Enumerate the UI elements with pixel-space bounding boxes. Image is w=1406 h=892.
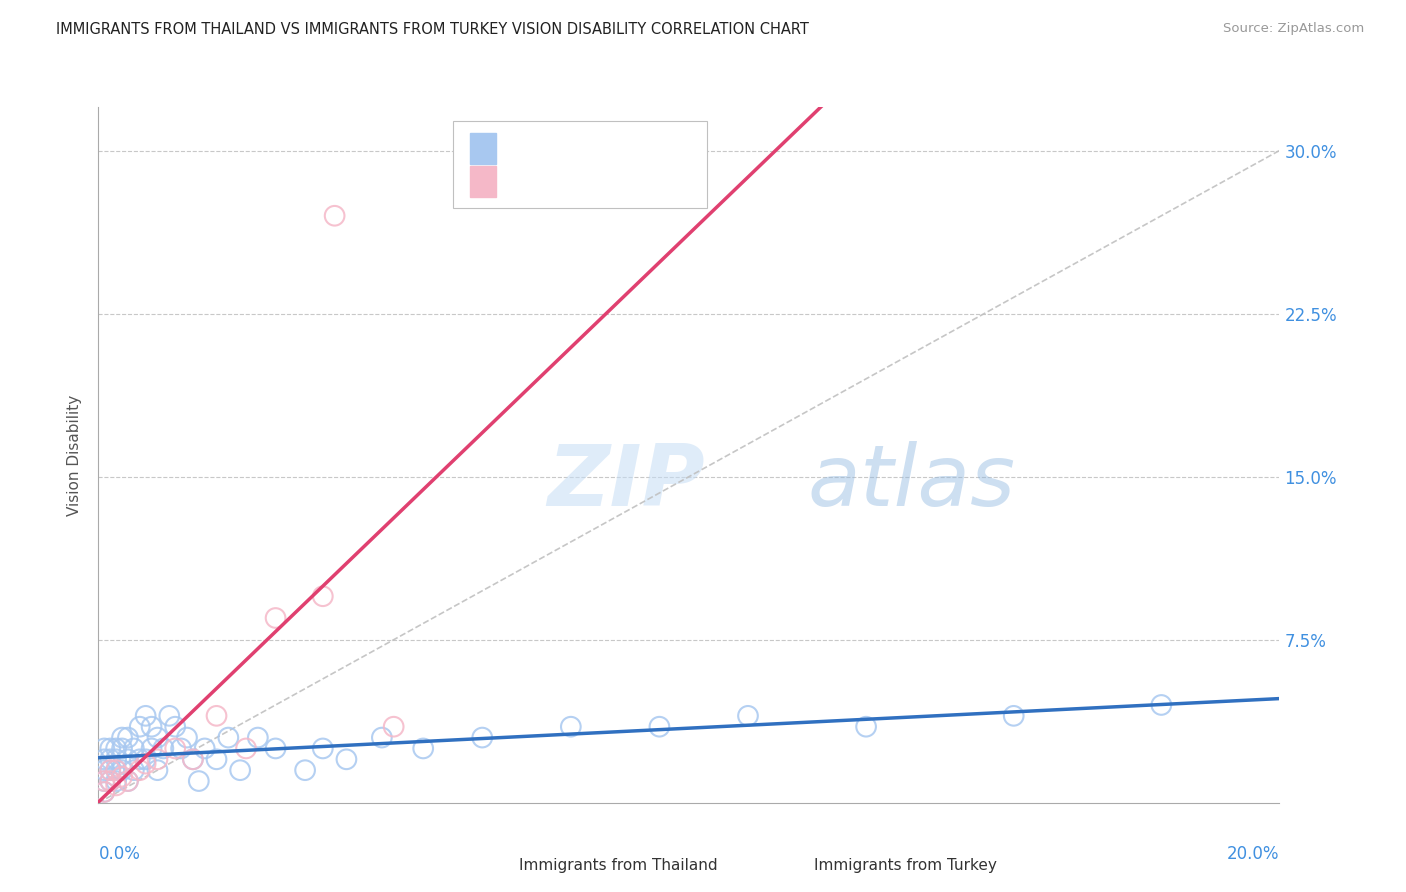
Text: 0.387: 0.387	[544, 141, 588, 156]
Point	[323, 209, 346, 223]
Point	[205, 752, 228, 766]
Point	[93, 752, 115, 766]
Text: IMMIGRANTS FROM THAILAND VS IMMIGRANTS FROM TURKEY VISION DISABILITY CORRELATION: IMMIGRANTS FROM THAILAND VS IMMIGRANTS F…	[56, 22, 808, 37]
Text: N =: N =	[600, 174, 634, 189]
Point	[335, 752, 357, 766]
Point	[371, 731, 394, 745]
Point	[737, 708, 759, 723]
Point	[135, 708, 157, 723]
Text: Immigrants from Thailand: Immigrants from Thailand	[519, 858, 717, 873]
Point	[93, 741, 115, 756]
Point	[176, 731, 198, 745]
Point	[181, 752, 204, 766]
Point	[187, 774, 209, 789]
Point	[111, 731, 134, 745]
Point	[122, 741, 145, 756]
Y-axis label: Vision Disability: Vision Disability	[67, 394, 83, 516]
Point	[135, 756, 157, 771]
FancyBboxPatch shape	[471, 133, 496, 164]
FancyBboxPatch shape	[783, 850, 807, 880]
FancyBboxPatch shape	[488, 850, 512, 880]
Point	[152, 741, 174, 756]
Point	[98, 763, 121, 777]
Point	[235, 741, 257, 756]
Point	[117, 752, 139, 766]
Point	[855, 720, 877, 734]
Point	[141, 720, 163, 734]
Text: ZIP: ZIP	[547, 442, 704, 524]
Text: N =: N =	[600, 141, 634, 156]
Text: 20.0%: 20.0%	[1227, 845, 1279, 863]
Point	[146, 752, 169, 766]
Text: 0.0%: 0.0%	[98, 845, 141, 863]
Point	[128, 763, 150, 777]
Point	[312, 741, 335, 756]
FancyBboxPatch shape	[453, 121, 707, 208]
Text: 19: 19	[638, 174, 658, 189]
Point	[105, 774, 128, 789]
Point	[105, 763, 128, 777]
Point	[98, 752, 121, 766]
Point	[93, 774, 115, 789]
Point	[135, 752, 157, 766]
Point	[141, 741, 163, 756]
Text: 0.608: 0.608	[544, 174, 588, 189]
Point	[93, 785, 115, 799]
Point	[312, 589, 335, 603]
Point	[117, 774, 139, 789]
Point	[105, 763, 128, 777]
Point	[294, 763, 316, 777]
Point	[560, 720, 582, 734]
Point	[122, 763, 145, 777]
Text: atlas: atlas	[807, 442, 1015, 524]
Point	[98, 763, 121, 777]
Point	[117, 774, 139, 789]
Point	[170, 741, 193, 756]
Point	[105, 741, 128, 756]
Text: Source: ZipAtlas.com: Source: ZipAtlas.com	[1223, 22, 1364, 36]
Point	[98, 774, 121, 789]
Point	[181, 752, 204, 766]
Point	[382, 720, 405, 734]
Point	[1002, 708, 1025, 723]
Point	[105, 778, 128, 792]
Point	[648, 720, 671, 734]
Point	[471, 731, 494, 745]
Text: Immigrants from Turkey: Immigrants from Turkey	[814, 858, 997, 873]
Text: 54: 54	[638, 141, 658, 156]
Point	[246, 731, 269, 745]
Point	[264, 611, 287, 625]
Point	[98, 774, 121, 789]
Point	[165, 741, 187, 756]
Text: R =: R =	[506, 141, 538, 156]
Point	[93, 774, 115, 789]
Point	[93, 763, 115, 777]
Text: R =: R =	[506, 174, 538, 189]
Point	[157, 708, 180, 723]
Point	[111, 770, 134, 784]
Point	[146, 731, 169, 745]
Point	[128, 752, 150, 766]
Point	[205, 708, 228, 723]
Point	[111, 763, 134, 777]
Point	[264, 741, 287, 756]
FancyBboxPatch shape	[471, 166, 496, 197]
Point	[128, 720, 150, 734]
Point	[105, 752, 128, 766]
Point	[194, 741, 217, 756]
Point	[165, 720, 187, 734]
Point	[98, 741, 121, 756]
Point	[117, 731, 139, 745]
Point	[146, 763, 169, 777]
Point	[229, 763, 252, 777]
Point	[111, 741, 134, 756]
Point	[412, 741, 434, 756]
Point	[217, 731, 239, 745]
Point	[93, 785, 115, 799]
Point	[1150, 698, 1173, 712]
